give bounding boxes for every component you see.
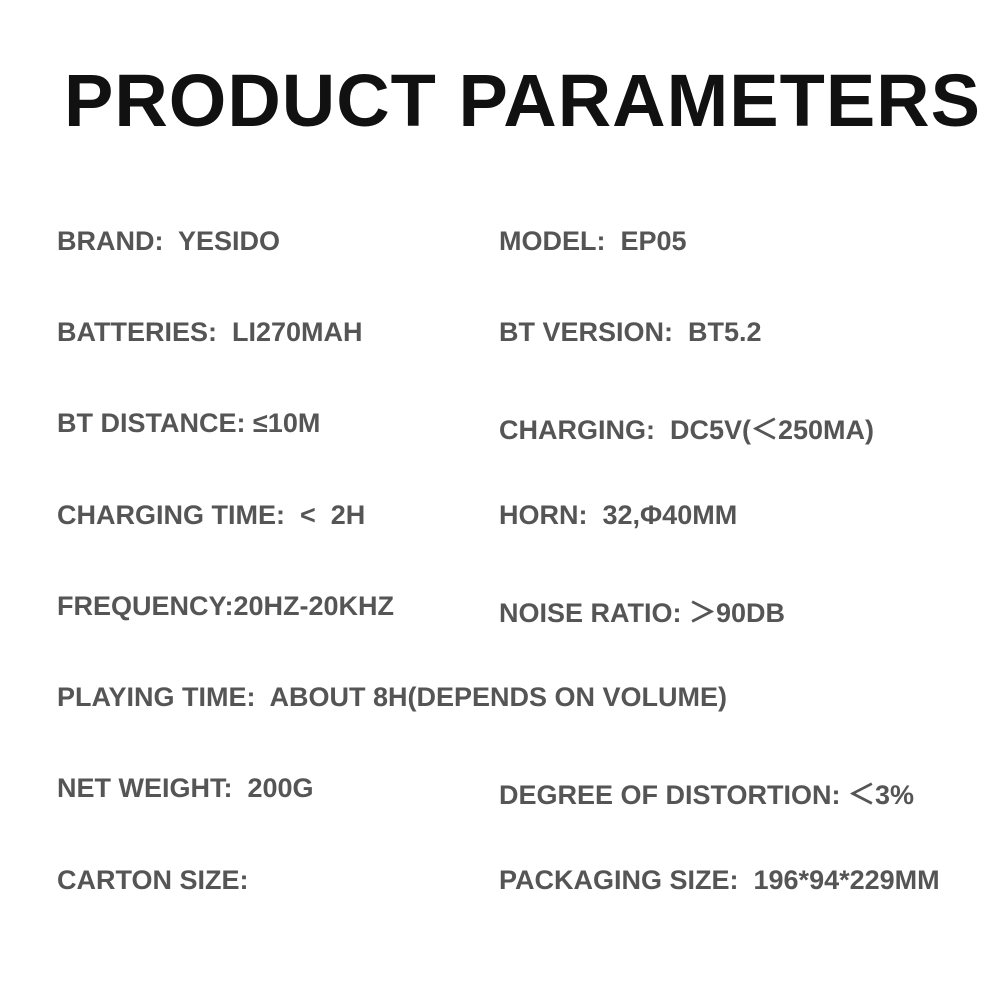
- param-frequency: FREQUENCY:20HZ-20KHZ: [57, 591, 395, 621]
- page-title: PRODUCT PARAMETERS: [64, 59, 981, 142]
- param-bt-distance: BT DISTANCE: ≤10M: [57, 408, 321, 438]
- param-horn: HORN: 32,Φ40MM: [499, 500, 738, 530]
- param-playing-time: PLAYING TIME: ABOUT 8H(DEPENDS ON VOLUME…: [57, 682, 728, 712]
- param-bt-version: BT VERSION: BT5.2: [499, 317, 762, 347]
- param-net-weight: NET WEIGHT: 200G: [57, 773, 314, 803]
- param-packaging-size: PACKAGING SIZE: 196*94*229MM: [499, 865, 940, 895]
- param-noise-ratio: NOISE RATIO: ＞90DB: [499, 598, 786, 628]
- param-batteries: BATTERIES: LI270MAH: [57, 317, 363, 347]
- param-carton-size: CARTON SIZE:: [57, 865, 249, 895]
- param-charging: CHARGING: DC5V(＜250MA): [499, 415, 875, 445]
- param-distortion: DEGREE OF DISTORTION: ＜3%: [499, 780, 915, 810]
- param-charging-time: CHARGING TIME: < 2H: [57, 500, 366, 530]
- param-brand: BRAND: YESIDO: [57, 226, 281, 256]
- param-model: MODEL: EP05: [499, 226, 687, 256]
